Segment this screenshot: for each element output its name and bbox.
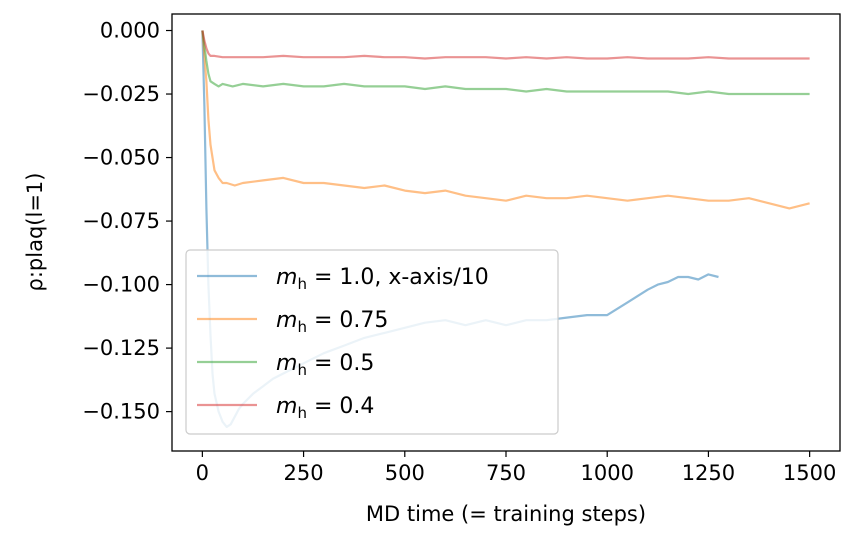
y-tick-label: −0.075 <box>82 209 160 233</box>
y-tick-label: −0.050 <box>82 146 160 170</box>
series-line-2 <box>201 30 810 96</box>
x-tick-label: 0 <box>196 461 209 485</box>
x-tick-label: 500 <box>385 461 425 485</box>
x-tick-label: 1250 <box>682 461 735 485</box>
legend: mh = 1.0, x-axis/10 mh = 0.75 mh = 0.5 mh =… <box>185 249 559 435</box>
series-line-3 <box>201 30 810 60</box>
x-tick-label: 1000 <box>580 461 633 485</box>
y-tick-label: −0.150 <box>82 400 160 424</box>
legend-label-0: mh = 1.0, x-axis/10 <box>276 265 489 293</box>
x-tick-label: 750 <box>486 461 526 485</box>
x-axis: 0 250 500 750 1000 1250 1500 <box>196 451 836 485</box>
legend-label-2: mh = 0.5 <box>276 351 374 379</box>
y-tick-label: −0.100 <box>82 273 160 297</box>
y-tick-label: 0.000 <box>100 19 160 43</box>
x-axis-label: MD time (= training steps) <box>366 502 646 526</box>
y-tick-label: −0.125 <box>82 336 160 360</box>
legend-label-3: mh = 0.4 <box>276 394 374 422</box>
legend-box <box>185 249 559 435</box>
y-axis-label: ρ:plaq(l=1) <box>23 173 47 292</box>
x-tick-label: 250 <box>284 461 324 485</box>
y-tick-label: −0.025 <box>82 82 160 106</box>
series-line-1 <box>201 30 810 210</box>
legend-label-1: mh = 0.75 <box>276 308 388 336</box>
x-tick-label: 1500 <box>783 461 836 485</box>
y-axis: 0.000 −0.025 −0.050 −0.075 −0.100 −0.125 −0.15… <box>82 19 172 424</box>
